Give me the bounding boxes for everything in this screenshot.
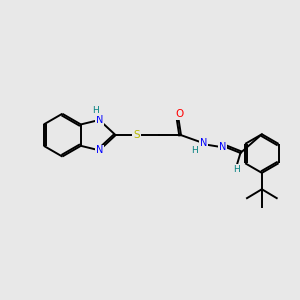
Text: O: O xyxy=(176,109,184,119)
Text: H: H xyxy=(191,146,198,155)
Text: N: N xyxy=(96,115,103,125)
Text: N: N xyxy=(219,142,226,152)
Text: H: H xyxy=(92,106,99,115)
Text: N: N xyxy=(200,138,207,148)
Text: S: S xyxy=(133,130,140,140)
Text: N: N xyxy=(96,145,103,155)
Text: H: H xyxy=(232,165,239,174)
